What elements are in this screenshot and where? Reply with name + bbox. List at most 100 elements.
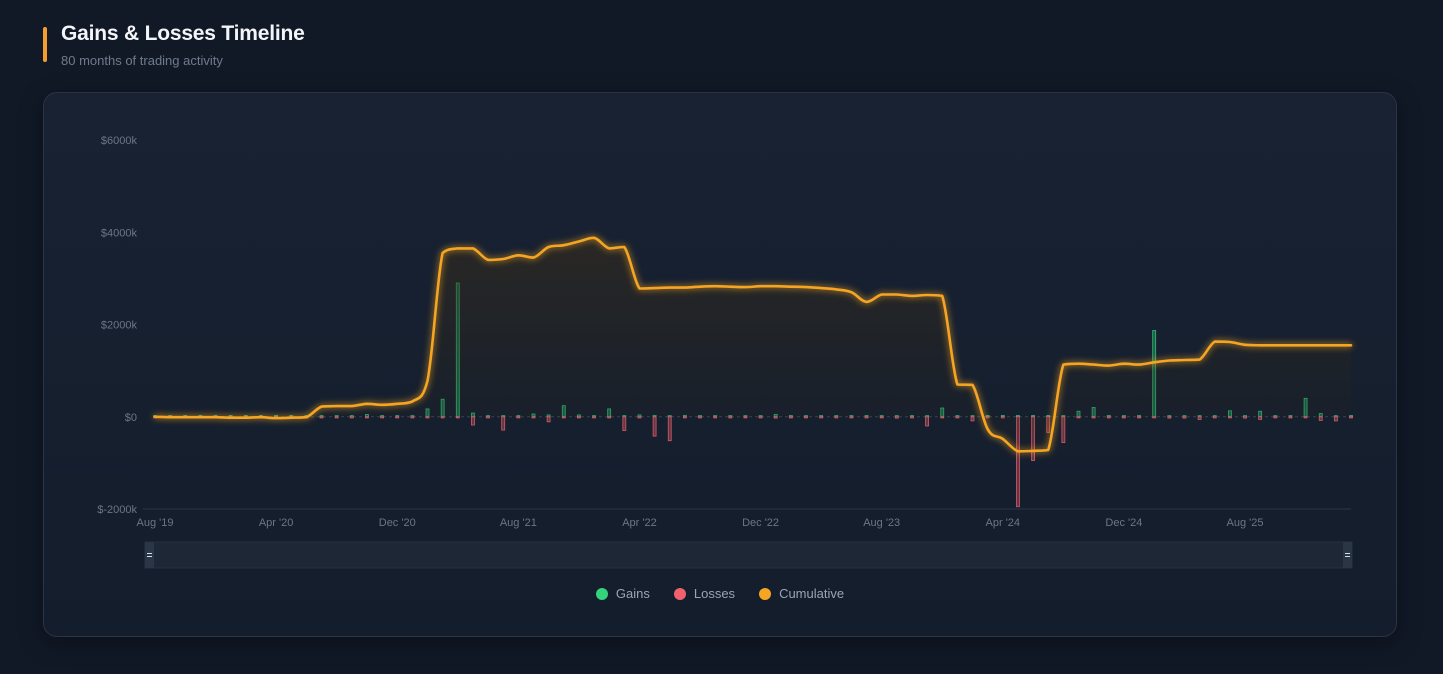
x-tick-label: Apr '20 xyxy=(259,517,294,529)
loss-bar xyxy=(1243,416,1247,419)
legend-label: Gains xyxy=(615,586,650,601)
page-subtitle: 80 months of trading activity xyxy=(61,53,223,68)
y-tick-label: $6000k xyxy=(101,135,138,147)
loss-bar xyxy=(698,416,702,419)
loss-bar xyxy=(910,416,914,419)
loss-bar xyxy=(440,416,445,419)
loss-bar xyxy=(1182,416,1187,419)
loss-bar xyxy=(365,416,369,419)
loss-bar xyxy=(546,416,551,423)
loss-bar xyxy=(501,416,506,431)
loss-bar xyxy=(455,416,460,419)
loss-bar xyxy=(425,416,430,419)
loss-bar xyxy=(1152,416,1157,419)
y-tick-label: $2000k xyxy=(101,320,138,332)
gains-dot-icon xyxy=(595,587,608,600)
loss-bar xyxy=(1122,416,1126,419)
loss-bar xyxy=(516,416,521,419)
loss-bar xyxy=(576,416,581,419)
loss-bar xyxy=(531,416,536,419)
legend-label: Losses xyxy=(693,586,736,601)
loss-bar xyxy=(667,416,672,442)
loss-bar xyxy=(334,416,339,419)
loss-bar xyxy=(743,416,748,419)
loss-bar xyxy=(1106,416,1111,419)
loss-bar xyxy=(349,416,354,419)
x-tick-label: Dec '24 xyxy=(1105,517,1142,529)
y-tick-label: $0 xyxy=(125,412,137,424)
x-tick-label: Aug '25 xyxy=(1227,517,1264,529)
loss-bar xyxy=(1258,416,1263,420)
loss-bar xyxy=(940,416,945,419)
loss-bar xyxy=(319,416,324,419)
title-accent-bar xyxy=(43,27,47,62)
chart-legend: Gains Losses Cumulative xyxy=(44,586,1396,601)
loss-bar xyxy=(622,416,627,431)
loss-bar xyxy=(1016,416,1020,508)
loss-bar xyxy=(788,416,793,419)
loss-bar xyxy=(395,416,400,419)
loss-bar xyxy=(1091,416,1096,419)
loss-bar xyxy=(834,416,839,419)
legend-item-losses[interactable]: Losses xyxy=(673,586,736,601)
loss-bar xyxy=(607,416,612,419)
loss-bar xyxy=(1227,416,1232,419)
loss-bar xyxy=(486,416,490,419)
x-tick-label: Apr '22 xyxy=(622,517,657,529)
loss-bar xyxy=(1137,416,1141,419)
x-tick-label: Aug '23 xyxy=(863,517,900,529)
loss-bar xyxy=(955,416,960,419)
x-tick-label: Dec '20 xyxy=(379,517,416,529)
loss-bar xyxy=(410,416,415,419)
x-tick-label: Apr '24 xyxy=(986,517,1021,529)
loss-bar xyxy=(1061,416,1066,443)
loss-bar xyxy=(1197,416,1202,420)
loss-bar xyxy=(1212,416,1217,419)
loss-bar xyxy=(970,416,975,422)
legend-label: Cumulative xyxy=(779,586,845,601)
brush-handle-right[interactable] xyxy=(1343,542,1352,568)
loss-bar xyxy=(728,416,733,419)
loss-bar xyxy=(652,416,657,437)
cumulative-line xyxy=(153,236,1353,453)
x-tick-label: Aug '19 xyxy=(137,517,174,529)
loss-bar xyxy=(682,416,687,419)
loss-bar xyxy=(713,416,718,419)
losses-dot-icon xyxy=(673,587,686,600)
loss-bar xyxy=(804,416,808,419)
loss-bar xyxy=(380,416,384,419)
x-tick-label: Dec '22 xyxy=(742,517,779,529)
loss-bar xyxy=(849,416,854,419)
loss-bar xyxy=(637,416,642,419)
brush-handle-left[interactable] xyxy=(145,542,154,568)
legend-item-gains[interactable]: Gains xyxy=(595,586,650,601)
chart-card: $6000k $4000k $2000k $0 $-2000k Aug '19 Apr '2… xyxy=(43,92,1397,637)
loss-bar xyxy=(879,416,884,419)
loss-bar xyxy=(1273,416,1278,419)
loss-bar xyxy=(471,416,475,426)
page-title: Gains & Losses Timeline xyxy=(61,22,305,45)
loss-bar xyxy=(1288,416,1293,419)
x-tick-label: Aug '21 xyxy=(500,517,537,529)
loss-bar xyxy=(592,416,596,419)
loss-bar xyxy=(864,416,869,419)
loss-bar xyxy=(1167,416,1172,419)
loss-bar xyxy=(1303,416,1308,419)
cumulative-dot-icon xyxy=(759,587,772,600)
loss-bar xyxy=(819,416,824,419)
loss-bar xyxy=(925,416,930,427)
y-tick-label: $-2000k xyxy=(97,504,137,516)
range-brush-track[interactable] xyxy=(144,541,1353,569)
cumulative-area xyxy=(155,237,1351,452)
loss-bar xyxy=(1318,416,1323,421)
loss-bar xyxy=(1349,416,1353,419)
loss-bar xyxy=(561,416,566,419)
loss-bar xyxy=(1333,416,1338,422)
legend-item-cumulative[interactable]: Cumulative xyxy=(759,586,844,601)
y-tick-label: $4000k xyxy=(101,227,138,239)
loss-bar xyxy=(773,416,778,419)
loss-bar xyxy=(894,416,899,419)
loss-bar xyxy=(1076,416,1081,419)
loss-bar xyxy=(758,416,763,419)
